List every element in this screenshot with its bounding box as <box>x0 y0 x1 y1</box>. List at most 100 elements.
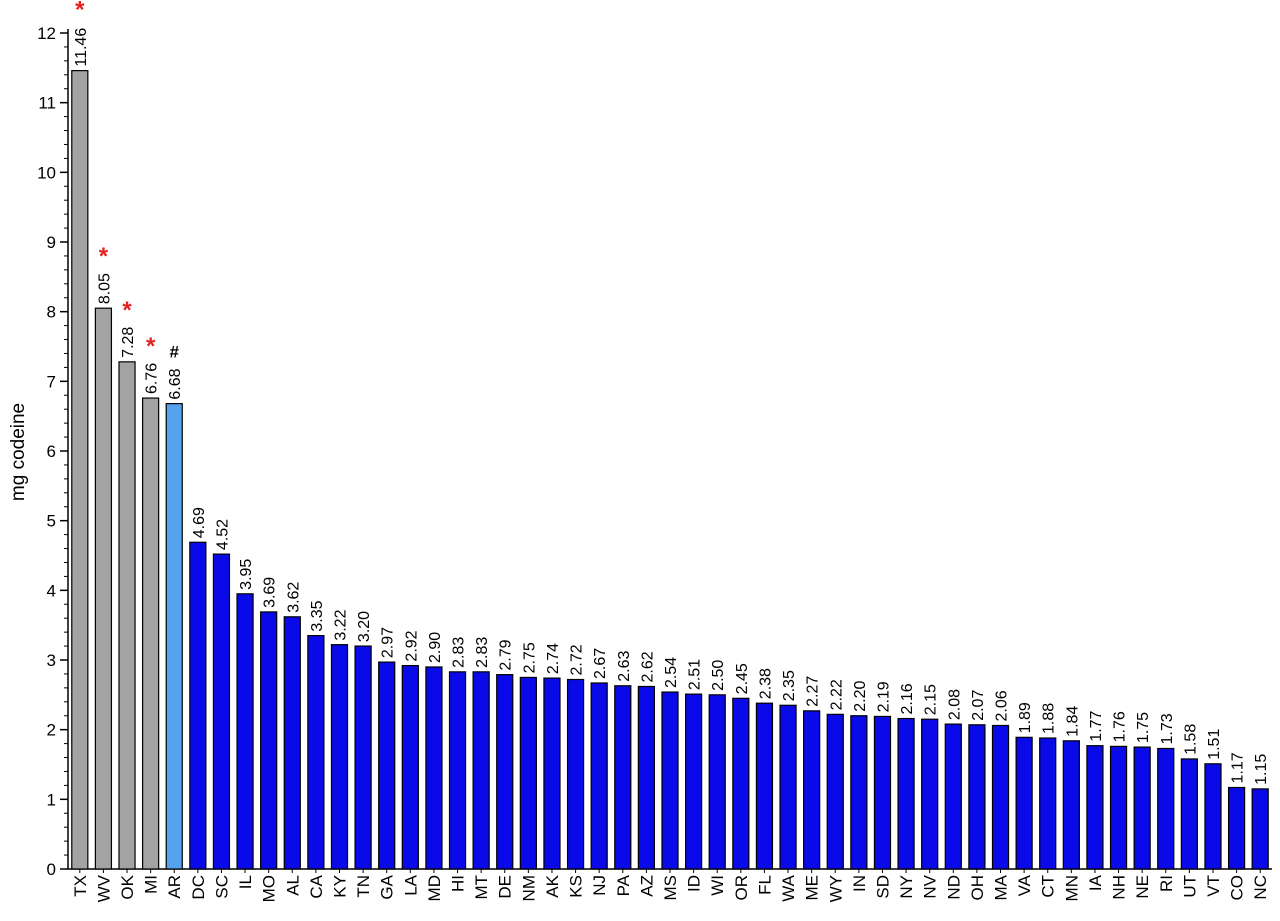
bar-vt <box>1204 763 1222 870</box>
value-label: 1.15 <box>1253 754 1270 785</box>
significance-asterisk: * <box>146 333 156 360</box>
category-label: MI <box>142 875 161 894</box>
bar-ga <box>378 661 396 870</box>
y-tick-label: 5 <box>47 512 56 531</box>
value-label: 2.45 <box>734 663 751 694</box>
bar-ct <box>1039 737 1057 870</box>
bar-ky <box>330 644 349 870</box>
value-label: 2.15 <box>923 684 940 715</box>
bar-ia <box>1086 745 1104 870</box>
value-label: 1.58 <box>1182 724 1199 755</box>
significance-hash: # <box>170 343 180 362</box>
bar-tn <box>354 645 372 870</box>
bar-or <box>732 697 750 870</box>
category-label: WY <box>826 875 845 902</box>
value-label: 2.35 <box>781 670 798 701</box>
category-label: MS <box>661 875 680 901</box>
y-tick-label: 1 <box>47 790 56 809</box>
value-label: 2.38 <box>757 668 774 699</box>
bar-in <box>850 715 868 870</box>
value-label: 1.89 <box>1017 702 1034 733</box>
bar-ks <box>566 678 585 870</box>
category-label: IN <box>850 875 869 892</box>
category-label: MO <box>260 875 279 902</box>
bar-nd <box>944 723 962 870</box>
value-label: 7.28 <box>120 327 137 358</box>
bar-wi <box>708 694 726 870</box>
value-label: 2.67 <box>592 648 609 679</box>
bar-ut <box>1180 758 1198 870</box>
category-label: NJ <box>590 875 609 896</box>
category-label: OH <box>968 875 987 901</box>
value-label: 2.22 <box>828 679 845 710</box>
significance-asterisk: * <box>75 0 85 24</box>
value-label: 2.75 <box>521 642 538 673</box>
value-label: 2.51 <box>687 659 704 690</box>
category-label: MT <box>472 875 491 900</box>
bar-ne <box>1133 746 1151 870</box>
category-label: AL <box>283 875 302 896</box>
y-axis-title: mg codeine <box>8 403 29 501</box>
bar-az <box>637 685 656 870</box>
value-label: 2.19 <box>875 681 892 712</box>
category-label: RI <box>1157 875 1176 892</box>
category-label: NC <box>1251 875 1270 900</box>
category-label: WV <box>94 874 113 902</box>
value-label: 8.05 <box>96 273 113 304</box>
value-label: 3.69 <box>262 577 279 608</box>
category-label: MD <box>425 875 444 901</box>
category-labels: TX WV OK MI AR DC SC IL MO AL CA KY TN GA LA MD HI MT DE NM… <box>71 874 1270 902</box>
value-label: 2.79 <box>498 639 515 670</box>
value-label: 2.92 <box>403 630 420 661</box>
category-label: ME <box>803 875 822 901</box>
category-label: DC <box>189 875 208 900</box>
category-label: OR <box>732 875 751 901</box>
category-label: CO <box>1228 875 1247 901</box>
value-label: 2.08 <box>946 689 963 720</box>
value-label: 2.27 <box>805 676 822 707</box>
value-label: 4.69 <box>191 507 208 538</box>
bar-me <box>803 710 821 870</box>
bar-ok <box>118 361 136 870</box>
bar-al <box>283 616 301 870</box>
value-label: 2.16 <box>899 683 916 714</box>
value-label: 2.74 <box>545 643 562 674</box>
bar-wv <box>94 307 113 870</box>
y-tick-label: 0 <box>47 860 56 879</box>
value-label: 11.46 <box>73 28 90 67</box>
category-label: OK <box>118 874 137 899</box>
bar-fl <box>755 702 774 870</box>
category-label: SC <box>212 875 231 899</box>
value-label: 2.72 <box>569 644 586 675</box>
bar-hi <box>448 671 467 870</box>
bar-oh <box>968 724 986 870</box>
category-label: UT <box>1180 875 1199 898</box>
y-tick-label: 3 <box>47 651 56 670</box>
value-label: 3.62 <box>285 582 302 613</box>
value-label: 1.76 <box>1112 711 1129 742</box>
category-label: NE <box>1133 875 1152 899</box>
value-label: 1.73 <box>1159 713 1176 744</box>
significance-asterisk: * <box>122 297 132 324</box>
bar-va <box>1015 736 1033 870</box>
category-label: VT <box>1204 875 1223 897</box>
value-label: 2.50 <box>710 660 727 691</box>
category-label: SD <box>873 875 892 899</box>
value-label: 1.88 <box>1041 703 1058 734</box>
category-label: KS <box>567 875 586 898</box>
bar-ak <box>543 677 561 870</box>
category-label: DE <box>496 875 515 899</box>
value-label: 1.17 <box>1230 752 1247 783</box>
value-label: 3.22 <box>332 609 349 640</box>
bar-mi <box>142 397 160 870</box>
y-tick-label: 11 <box>38 94 56 113</box>
value-label: 2.97 <box>380 627 397 658</box>
bar-nj <box>590 682 608 870</box>
value-label: 6.76 <box>144 363 161 394</box>
category-label: FL <box>755 875 774 895</box>
category-label: MA <box>992 874 1011 900</box>
category-label: NY <box>897 875 916 899</box>
category-label: WI <box>708 875 727 896</box>
bar-mo <box>260 611 278 870</box>
